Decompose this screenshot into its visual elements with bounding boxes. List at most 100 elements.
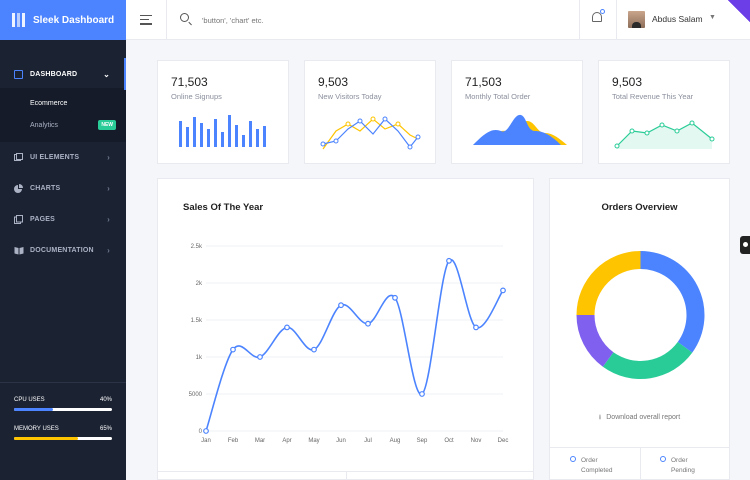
stat-value: 71,503 xyxy=(171,75,208,89)
sidebar-item-label: DOCUMENTATION xyxy=(30,247,94,254)
sidebar-item-charts[interactable]: CHARTS › xyxy=(0,173,126,204)
orders-donut-chart xyxy=(576,251,705,379)
chevron-down-icon[interactable]: ▼ xyxy=(709,14,716,21)
header-divider xyxy=(616,0,617,40)
sidebar-item-ui-elements[interactable]: UI ELEMENTS › xyxy=(0,142,126,173)
y-tick-label: 1.5k xyxy=(191,318,203,324)
settings-gear-icon[interactable] xyxy=(740,236,750,254)
sales-data-point xyxy=(419,391,425,397)
ui-elements-icon xyxy=(14,153,23,162)
legend-label: Order Completed xyxy=(581,457,613,474)
x-tick-label: Apr xyxy=(282,438,291,444)
new-badge: NEW xyxy=(98,120,116,130)
chevron-right-icon: › xyxy=(107,215,110,224)
legend-dot-icon xyxy=(660,456,666,462)
header-divider xyxy=(166,0,167,40)
pages-icon xyxy=(14,215,23,224)
sales-series-line xyxy=(205,259,504,432)
menu-toggle-icon[interactable] xyxy=(140,15,152,28)
sidebar-subitem-analytics[interactable]: Analytics NEW xyxy=(0,114,126,136)
chevron-right-icon: › xyxy=(107,184,110,193)
header-divider xyxy=(579,0,580,40)
corner-ribbon[interactable] xyxy=(728,0,750,22)
meter-value: 65% xyxy=(99,426,112,432)
x-tick-label: Aug xyxy=(390,438,401,444)
meter-label: CPU USES xyxy=(14,397,45,403)
notification-bell-icon[interactable] xyxy=(592,9,605,24)
card-title: Sales Of The Year xyxy=(183,202,264,213)
sales-of-year-card: Sales Of The Year 0 5000 1k 1.5k 2k 2.5k Jan Fe… xyxy=(157,178,534,480)
download-label: Download overall report xyxy=(606,414,681,421)
sidebar-item-label: UI ELEMENTS xyxy=(30,154,80,161)
sidebar: Sleek Dashboard DASHBOARD ⌄ Ecommerce An… xyxy=(0,0,126,480)
sidebar-item-label: PAGES xyxy=(30,216,55,223)
meter-value: 40% xyxy=(99,397,112,403)
top-header: Abdus Salam ▼ xyxy=(126,0,750,40)
dashboard-icon xyxy=(14,69,23,79)
search-icon xyxy=(180,13,189,22)
sales-data-point xyxy=(284,324,290,331)
y-tick-label: 0 xyxy=(199,429,203,435)
x-tick-label: Jul xyxy=(364,438,372,444)
y-tick-label: 2.5k xyxy=(191,244,203,250)
chevron-right-icon: › xyxy=(107,246,110,255)
sales-data-point xyxy=(473,324,479,331)
user-name[interactable]: Abdus Salam xyxy=(652,14,703,24)
orders-overview-card: Orders Overview ⭳ Download overall report… xyxy=(549,178,730,480)
x-tick-label: May xyxy=(308,438,319,444)
sales-line-chart: 0 5000 1k 1.5k 2k 2.5k Jan Feb Mar Apr May Jun Jul Au… xyxy=(189,244,509,444)
sales-data-point xyxy=(392,294,398,301)
sidebar-subitem-label: Analytics xyxy=(30,121,59,129)
sidebar-item-dashboard[interactable]: DASHBOARD ⌄ xyxy=(0,58,126,90)
memory-progress-bar xyxy=(14,437,112,440)
sales-data-point xyxy=(311,346,317,353)
sales-data-point xyxy=(446,257,452,264)
x-tick-label: Jan xyxy=(201,438,211,444)
stat-label: Total Revenue This Year xyxy=(612,92,694,101)
download-report-link[interactable]: ⭳ Download overall report xyxy=(550,413,729,424)
sidebar-footer: CPU USES 40% MEMORY USES 65% xyxy=(0,382,126,480)
revenue-area-sparkline xyxy=(614,120,715,149)
orders-legend: Order Completed Order Pending xyxy=(550,447,729,480)
sales-data-point xyxy=(500,287,506,294)
y-tick-label: 1k xyxy=(196,355,203,361)
visitors-line-sparkline xyxy=(320,116,421,150)
cpu-meter: CPU USES 40% xyxy=(14,397,112,411)
x-tick-label: Dec xyxy=(498,438,509,444)
chevron-down-icon: ⌄ xyxy=(103,69,110,79)
stat-label: Online Signups xyxy=(171,92,222,101)
brand-logo-icon xyxy=(12,13,26,27)
signups-bar-sparkline xyxy=(179,115,266,147)
stat-label: New Visitors Today xyxy=(318,92,382,101)
x-tick-label: Mar xyxy=(255,438,265,444)
sidebar-item-label: DASHBOARD xyxy=(30,70,78,78)
stat-value: 71,503 xyxy=(465,75,502,89)
sidebar-item-documentation[interactable]: DOCUMENTATION › xyxy=(0,235,126,266)
orders-area-sparkline xyxy=(473,114,567,145)
book-icon xyxy=(14,246,24,255)
stat-card-total-revenue: 9,503 Total Revenue This Year xyxy=(598,60,730,164)
sidebar-subitem-label: Ecommerce xyxy=(30,99,68,107)
stat-card-new-visitors: 9,503 New Visitors Today xyxy=(304,60,436,164)
sidebar-submenu: Ecommerce Analytics NEW xyxy=(0,88,126,142)
sales-data-point xyxy=(203,428,209,434)
y-tick-label: 5000 xyxy=(189,392,203,398)
sidebar-item-pages[interactable]: PAGES › xyxy=(0,204,126,235)
sidebar-nav: DASHBOARD ⌄ Ecommerce Analytics NEW UI E… xyxy=(0,58,126,266)
x-tick-label: Nov xyxy=(471,438,482,444)
donut-slice xyxy=(640,251,705,353)
chevron-right-icon: › xyxy=(107,153,110,162)
memory-meter: MEMORY USES 65% xyxy=(14,426,112,440)
y-tick-label: 2k xyxy=(196,281,203,287)
x-tick-label: Oct xyxy=(444,438,454,444)
avatar[interactable] xyxy=(628,11,645,28)
search-input[interactable] xyxy=(202,12,502,28)
brand[interactable]: Sleek Dashboard xyxy=(0,0,126,40)
sidebar-subitem-ecommerce[interactable]: Ecommerce xyxy=(0,92,126,114)
donut-slice xyxy=(602,342,693,379)
memory-progress-fill xyxy=(14,437,78,440)
stat-label: Monthly Total Order xyxy=(465,92,531,101)
download-icon: ⭳ xyxy=(598,414,602,421)
sales-data-point xyxy=(338,302,344,309)
cpu-progress-bar xyxy=(14,408,112,411)
